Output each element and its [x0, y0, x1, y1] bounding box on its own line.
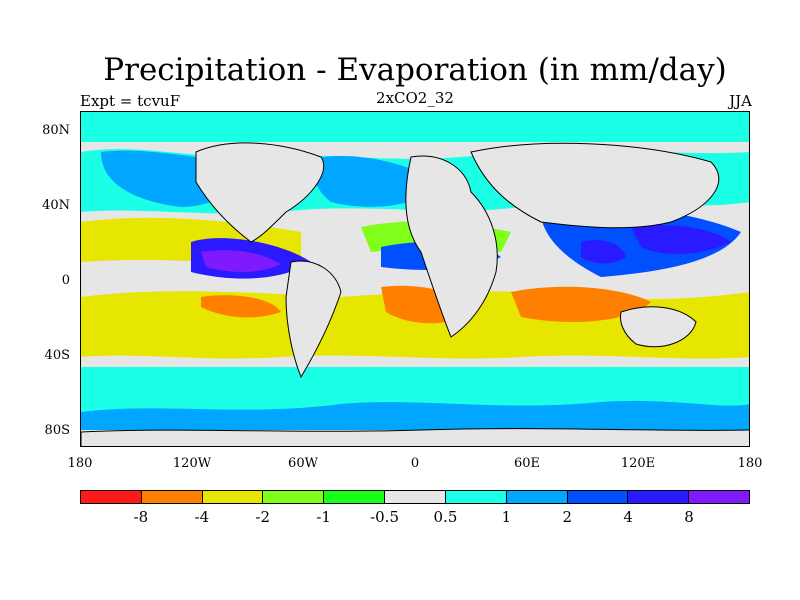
- colorbar-swatch: [385, 491, 446, 503]
- land-antarctica: [81, 428, 749, 446]
- colorbar-swatch: [628, 491, 690, 503]
- continent-outlines: [81, 142, 749, 446]
- colorbar-swatch: [445, 491, 507, 503]
- land-north-america: [195, 142, 324, 243]
- field-e-pacific-core: [201, 250, 281, 272]
- experiment-label: Expt = tcvuF: [80, 92, 181, 110]
- field-asian-monsoon-core: [631, 225, 731, 254]
- y-tick-label: 0: [61, 273, 70, 288]
- colorbar-swatch: [263, 491, 325, 503]
- x-tick-label: 180: [67, 456, 93, 471]
- field-indian-orange: [511, 286, 651, 322]
- y-tick-label: 40S: [44, 348, 70, 363]
- colorbar-swatch: [506, 491, 568, 503]
- colorbar-label: 0.5: [433, 508, 458, 526]
- colorbar-swatch: [202, 491, 264, 503]
- colorbar-swatch: [141, 491, 203, 503]
- x-tick-label: 0: [410, 456, 420, 471]
- colorbar-swatch: [324, 491, 386, 503]
- field-arctic-band: [81, 112, 749, 142]
- x-tick-label: 120W: [172, 456, 212, 471]
- map-title: Precipitation - Evaporation (in mm/day): [103, 52, 727, 88]
- land-australia: [620, 306, 697, 348]
- colorbar-label: -0.5: [370, 508, 399, 526]
- colorbar-label: -2: [255, 508, 271, 526]
- y-tick-label: 40N: [42, 198, 70, 213]
- land-south-america: [285, 260, 342, 379]
- land-asia: [470, 142, 720, 229]
- field-southern-blue-band: [81, 400, 749, 432]
- colorbar-swatch: [689, 491, 749, 503]
- precip-evap-field: [81, 112, 749, 446]
- land-europe-africa: [405, 155, 498, 338]
- field-s-pacific-orange: [201, 295, 281, 318]
- colorbar-label: 2: [562, 508, 573, 526]
- x-tick-label: 60W: [288, 456, 318, 471]
- x-tick-label: 120E: [620, 456, 656, 471]
- x-tick-label: 180: [737, 456, 763, 471]
- colorbar-label: -8: [133, 508, 149, 526]
- colorbar-label: -1: [316, 508, 331, 526]
- colorbar-swatch: [567, 491, 629, 503]
- colorbar: [80, 490, 750, 504]
- season-label: JJA: [729, 92, 752, 110]
- colorbar-label: 1: [501, 508, 512, 526]
- colorbar-swatch: [81, 491, 142, 503]
- y-tick-label: 80S: [44, 423, 70, 438]
- colorbar-label: 8: [684, 508, 694, 526]
- x-tick-label: 60E: [513, 456, 541, 471]
- colorbar-label: -4: [194, 508, 210, 526]
- scenario-label: 2xCO2_32: [376, 89, 454, 107]
- map-plot-area: [80, 111, 750, 447]
- y-tick-label: 80N: [42, 123, 70, 138]
- field-warm-pool-core: [581, 240, 626, 264]
- colorbar-label: 4: [623, 508, 633, 526]
